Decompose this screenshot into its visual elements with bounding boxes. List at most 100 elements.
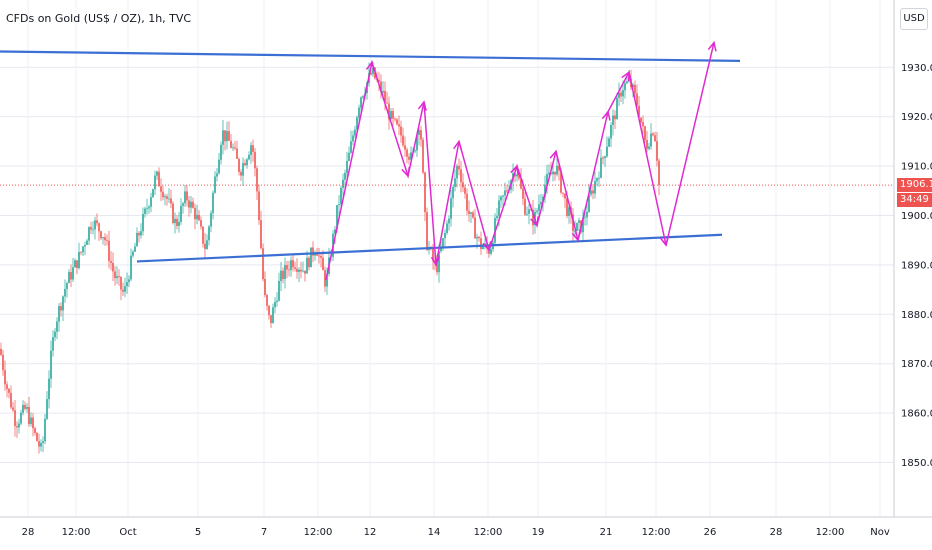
candle-body [522,188,524,199]
candle-body [456,165,458,179]
candle-body [370,73,372,75]
candle-body [8,388,10,393]
candle-body [194,207,196,220]
candle-body [110,261,112,263]
currency-button[interactable]: USD [900,8,928,30]
candle-body [312,247,314,256]
candle-body [6,384,8,389]
candle-body [188,200,190,208]
candle-body [72,267,74,280]
projection-arrowhead [707,40,717,52]
candle-body [326,273,328,287]
candle-body [524,198,526,215]
candle-body [230,140,232,148]
candle-body [482,246,484,249]
candle-body [92,229,94,231]
candle-body [406,149,408,157]
candle-body [218,159,220,174]
candle-body [448,218,450,224]
candle-body [342,179,344,188]
candle-body [582,217,584,233]
x-tick-label: 28 [770,527,783,538]
candle-body [528,209,530,214]
candle-body [636,93,638,106]
candle-body [58,306,60,322]
candle-body [146,208,148,210]
candle-body [452,186,454,199]
candle-body [210,212,212,227]
candle-body [334,229,336,234]
candle-body [178,221,180,226]
candle-body [656,141,658,161]
candle-body [50,350,52,379]
candle-body [446,223,448,234]
candle-body [350,141,352,153]
candle-body [346,160,348,173]
candle-body [584,217,586,219]
y-tick-label: 1870.00 [901,359,932,370]
candle-body [416,134,418,151]
candle-body [124,286,126,292]
candle-body [112,262,114,272]
candle-body [396,119,398,125]
candle-body [608,138,610,147]
candle-body [222,130,224,145]
projection-arrowhead [417,100,427,111]
candle-body [192,201,194,208]
candle-body [426,212,428,250]
candle-body [122,289,124,292]
candle-body [54,331,56,338]
candle-body [466,193,468,211]
candle-body [4,370,6,385]
candle-body [548,172,550,175]
candle-body [518,174,520,179]
candle-body [604,156,606,159]
candle-body [214,176,216,193]
candle-body [324,270,326,287]
candle-body [202,226,204,244]
candle-body [620,92,622,97]
candle-body [270,315,272,324]
candle-body [606,146,608,157]
candle-body [296,268,298,272]
candle-body [272,307,274,324]
candle-body [596,178,598,182]
candle-body [224,130,226,142]
candle-body [574,230,576,232]
candle-body [400,126,402,136]
candle-body [150,197,152,207]
candle-body [560,170,562,193]
projection-arrowhead [659,236,669,247]
candle-body [80,251,82,253]
candle-body [536,210,538,212]
candle-body [142,213,144,232]
projection-arrowhead [401,166,411,178]
x-tick-label: 12:00 [642,527,671,538]
candle-body [558,165,560,171]
candle-body [502,195,504,197]
candle-body [78,251,80,268]
candle-body [464,187,466,194]
candle-body [136,232,138,247]
y-tick-label: 1910.00 [901,162,932,173]
candle-body [156,171,158,176]
candle-body [450,198,452,219]
candle-body [106,240,108,241]
candle-body [286,265,288,270]
candle-body [472,212,474,218]
candle-body [184,191,186,204]
candle-body [260,220,262,249]
candle-body [290,260,292,271]
candle-body [388,103,390,120]
candle-body [478,236,480,239]
candle-body [474,217,476,239]
projection-arrowhead [621,70,630,82]
candle-body [276,300,278,302]
candle-body [162,191,164,198]
candle-body [268,305,270,316]
x-tick-label: 19 [532,527,545,538]
candle-body [410,152,412,160]
candle-body [622,90,624,97]
